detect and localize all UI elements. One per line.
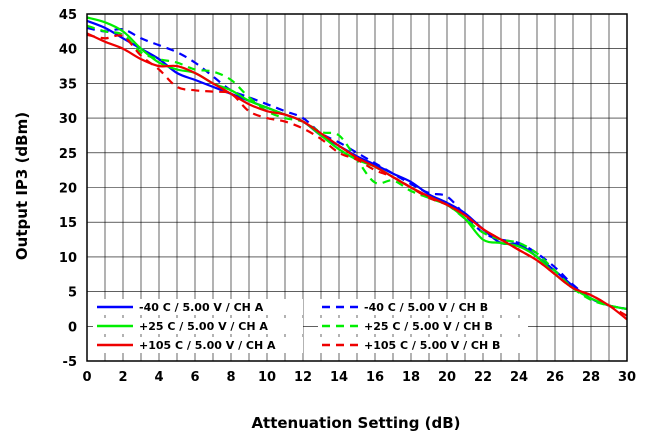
x-tick-label: 30 — [618, 370, 636, 385]
y-tick-label: 10 — [59, 251, 77, 266]
y-tick-label: 0 — [68, 320, 77, 335]
x-tick-label: 6 — [190, 370, 199, 385]
y-tick-label: -5 — [63, 355, 77, 370]
legend-item-bg — [318, 299, 528, 315]
legend-item-bg — [318, 337, 528, 353]
legend-label: +25 C / 5.00 V / CH B — [364, 320, 493, 333]
x-tick-label: 8 — [226, 370, 235, 385]
y-tick-label: 15 — [59, 216, 77, 231]
y-tick-label: 30 — [59, 112, 77, 127]
legend-label: -40 C / 5.00 V / CH A — [139, 301, 264, 314]
series-line-4 — [86, 32, 628, 321]
y-axis-title: Output IP3 (dBm) — [13, 112, 31, 260]
y-tick-label: 5 — [68, 286, 77, 301]
tick-labels: 0 2 4 6 8 10 12 14 16 18 20 22 24 26 28 30-505101520253… — [59, 8, 636, 385]
y-tick-label: 40 — [59, 43, 77, 58]
legend-item-bg — [93, 337, 303, 353]
x-tick-label: 26 — [546, 370, 564, 385]
y-tick-label: 45 — [59, 8, 77, 23]
legend-label: -40 C / 5.00 V / CH B — [364, 301, 488, 314]
legend: -40 C / 5.00 V / CH A -40 C / 5.00 V / CH… — [93, 299, 528, 353]
legend-item-bg — [93, 299, 303, 315]
plot-frame — [86, 13, 628, 362]
legend-label: +105 C / 5.00 V / CH A — [139, 339, 276, 352]
x-tick-label: 2 — [118, 370, 127, 385]
legend-label: +105 C / 5.00 V / CH B — [364, 339, 500, 352]
x-tick-label: 28 — [582, 370, 600, 385]
series-group — [86, 16, 628, 321]
x-tick-label: 14 — [330, 370, 348, 385]
x-tick-label: 22 — [474, 370, 492, 385]
x-tick-label: 18 — [402, 370, 420, 385]
x-tick-label: 10 — [258, 370, 276, 385]
y-tick-label: 25 — [59, 147, 77, 162]
legend-item-bg — [93, 318, 303, 334]
x-tick-label: 16 — [366, 370, 384, 385]
legend-label: +25 C / 5.00 V / CH A — [139, 320, 268, 333]
x-tick-label: 12 — [294, 370, 312, 385]
legend-item-bg — [318, 318, 528, 334]
x-tick-label: 20 — [438, 370, 456, 385]
x-tick-label: 24 — [510, 370, 528, 385]
y-tick-label: 35 — [59, 77, 77, 92]
x-axis-title: Attenuation Setting (dB) — [251, 414, 460, 432]
y-tick-label: 20 — [59, 182, 77, 197]
x-tick-label: 0 — [82, 370, 91, 385]
x-tick-label: 4 — [154, 370, 163, 385]
series-line-5 — [86, 33, 628, 317]
